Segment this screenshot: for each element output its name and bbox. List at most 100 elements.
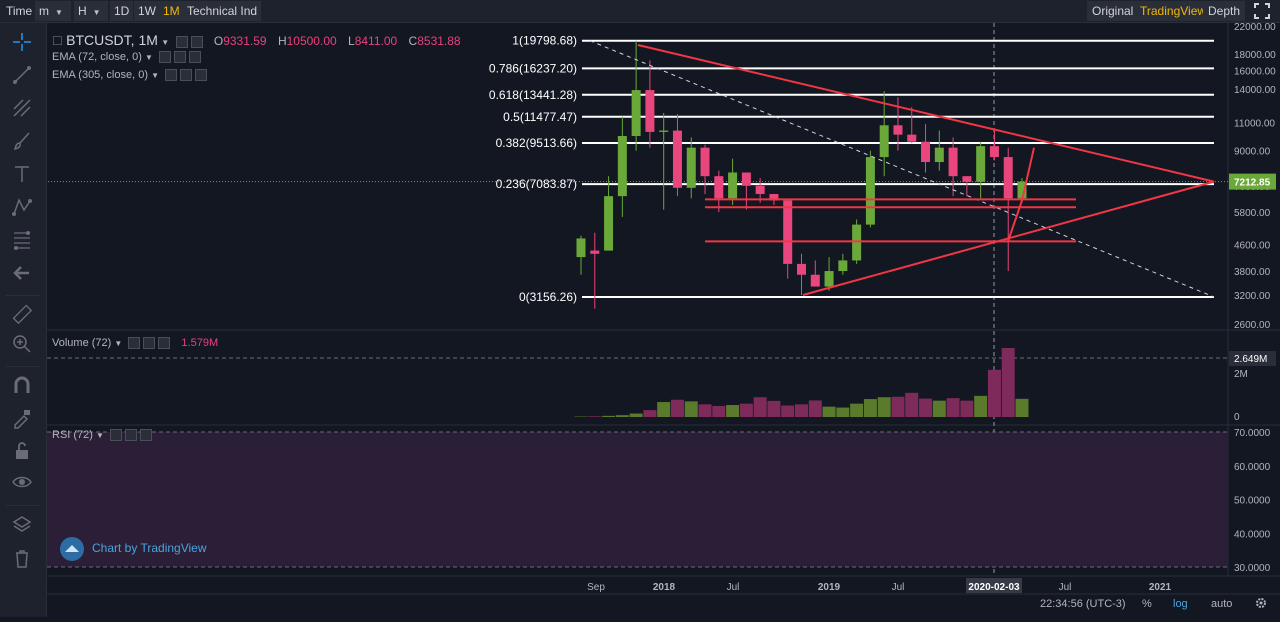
ema2-legend: EMA (305, close, 0) ▼: [52, 69, 207, 81]
chevron-down-icon[interactable]: ▼: [145, 53, 153, 62]
close-icon[interactable]: [158, 337, 170, 349]
volume-bar: [657, 402, 670, 417]
candle-body: [728, 172, 737, 198]
candle-body: [935, 148, 944, 162]
watermark-text: Chart by TradingView: [92, 541, 207, 555]
volume-bar: [905, 393, 918, 417]
ema1-legend: EMA (72, close, 0) ▼: [52, 51, 201, 63]
interval-1w-button[interactable]: 1W: [134, 1, 160, 21]
top-toolbar: Time m▼ H▼ 1D 1W 1M Technical Ind Origin…: [0, 0, 1280, 23]
fib-icon[interactable]: [11, 229, 33, 251]
back-arrow-icon[interactable]: [11, 262, 33, 284]
text-icon[interactable]: [11, 163, 33, 185]
price-tick-label: 11000.00: [1234, 119, 1275, 130]
eye-icon[interactable]: [11, 471, 33, 493]
pattern-icon[interactable]: [11, 196, 33, 218]
volume-bar: [836, 408, 849, 417]
candle-body: [618, 136, 627, 196]
volume-bar: [878, 397, 891, 417]
interval-1d-button[interactable]: 1D: [110, 1, 133, 21]
magnet-icon[interactable]: [11, 374, 33, 396]
close-icon[interactable]: [195, 69, 207, 81]
zoom-in-icon[interactable]: [11, 333, 33, 355]
view-depth-button[interactable]: Depth: [1203, 1, 1245, 21]
candle-body: [1004, 157, 1013, 198]
chevron-down-icon[interactable]: ☐: [52, 34, 63, 48]
tradingview-logo-icon: [60, 537, 84, 561]
fib-level-label: 1(19798.68): [512, 34, 577, 48]
volume-bar: [1002, 348, 1015, 417]
hour-dropdown[interactable]: H▼: [74, 1, 108, 21]
price-tick-label: 22000.00: [1234, 23, 1276, 33]
ema1-label[interactable]: EMA (72, close, 0): [52, 51, 142, 63]
percent-scale-button[interactable]: %: [1142, 598, 1152, 610]
settings-icon[interactable]: [125, 429, 137, 441]
pitchfork-icon[interactable]: [11, 97, 33, 119]
trendline-icon[interactable]: [11, 64, 33, 86]
candle-body: [880, 125, 889, 157]
candle-body: [756, 186, 765, 194]
volume-bar: [726, 405, 739, 417]
settings-icon[interactable]: [191, 36, 203, 48]
eye-icon[interactable]: [110, 429, 122, 441]
chevron-down-icon[interactable]: ▼: [151, 71, 159, 80]
volume-bar: [671, 400, 684, 417]
rsi-tick-label: 60.0000: [1234, 462, 1271, 473]
candle-body: [714, 176, 723, 198]
rsi-label[interactable]: RSI (72): [52, 429, 93, 441]
chevron-down-icon[interactable]: ▼: [161, 38, 169, 47]
settings-icon[interactable]: [180, 69, 192, 81]
crosshair-icon[interactable]: [11, 31, 33, 53]
time-tick-label: 2021: [1149, 582, 1172, 593]
volume-bar: [947, 398, 960, 417]
price-tick-label: 9000.00: [1234, 147, 1271, 158]
fib-level-label: 0.382(9513.66): [496, 136, 577, 150]
time-tick-label: Jul: [892, 582, 905, 593]
eye-icon[interactable]: [128, 337, 140, 349]
chevron-down-icon[interactable]: ▼: [114, 339, 122, 348]
auto-scale-button[interactable]: auto: [1211, 598, 1232, 610]
close-icon[interactable]: [189, 51, 201, 63]
lock-drawing-icon[interactable]: [11, 407, 33, 429]
layers-icon[interactable]: [11, 514, 33, 536]
ema2-label[interactable]: EMA (305, close, 0): [52, 69, 148, 81]
trash-icon[interactable]: [11, 547, 33, 569]
settings-icon[interactable]: [143, 337, 155, 349]
interval-1m-button[interactable]: 1M: [159, 1, 184, 21]
candle-body: [811, 275, 820, 287]
expand-icon[interactable]: [1249, 1, 1277, 21]
minute-dropdown[interactable]: m▼: [35, 1, 71, 21]
candle-body: [990, 146, 999, 157]
symbol-label[interactable]: BTCUSDT, 1M: [66, 32, 158, 48]
settings-icon[interactable]: [174, 51, 186, 63]
ruler-icon[interactable]: [11, 303, 33, 325]
time-button[interactable]: Time: [2, 1, 36, 21]
tradingview-watermark[interactable]: Chart by TradingView: [60, 537, 207, 561]
minute-label: m: [39, 4, 49, 18]
unlock-icon[interactable]: [11, 440, 33, 462]
volume-value: 1.579M: [181, 337, 218, 349]
rsi-tick-label: 40.0000: [1234, 529, 1271, 540]
footer-time: 22:34:56 (UTC-3): [1040, 598, 1126, 610]
brush-icon[interactable]: [11, 130, 33, 152]
eye-icon[interactable]: [165, 69, 177, 81]
gear-icon[interactable]: [1254, 596, 1268, 613]
volume-bar: [891, 397, 904, 417]
view-tradingview-button[interactable]: TradingView: [1135, 1, 1211, 21]
chart-area[interactable]: 1(19798.68)0.786(16237.20)0.618(13441.28…: [47, 23, 1280, 617]
volume-bar: [754, 397, 767, 417]
price-chart[interactable]: 1(19798.68)0.786(16237.20)0.618(13441.28…: [47, 23, 1280, 617]
candle-body: [659, 131, 668, 132]
volume-bar: [919, 399, 932, 417]
fib-level-label: 0.5(11477.47): [503, 110, 577, 124]
eye-icon[interactable]: [159, 51, 171, 63]
chevron-down-icon[interactable]: ▼: [96, 431, 104, 440]
view-original-button[interactable]: Original: [1087, 1, 1138, 21]
close-icon[interactable]: [140, 429, 152, 441]
candle-body: [604, 196, 613, 250]
candle-body: [907, 135, 916, 142]
volume-label[interactable]: Volume (72): [52, 337, 111, 349]
settings-icon[interactable]: [176, 36, 188, 48]
technical-indicators-button[interactable]: Technical Ind: [183, 1, 261, 21]
log-scale-button[interactable]: log: [1173, 598, 1188, 610]
